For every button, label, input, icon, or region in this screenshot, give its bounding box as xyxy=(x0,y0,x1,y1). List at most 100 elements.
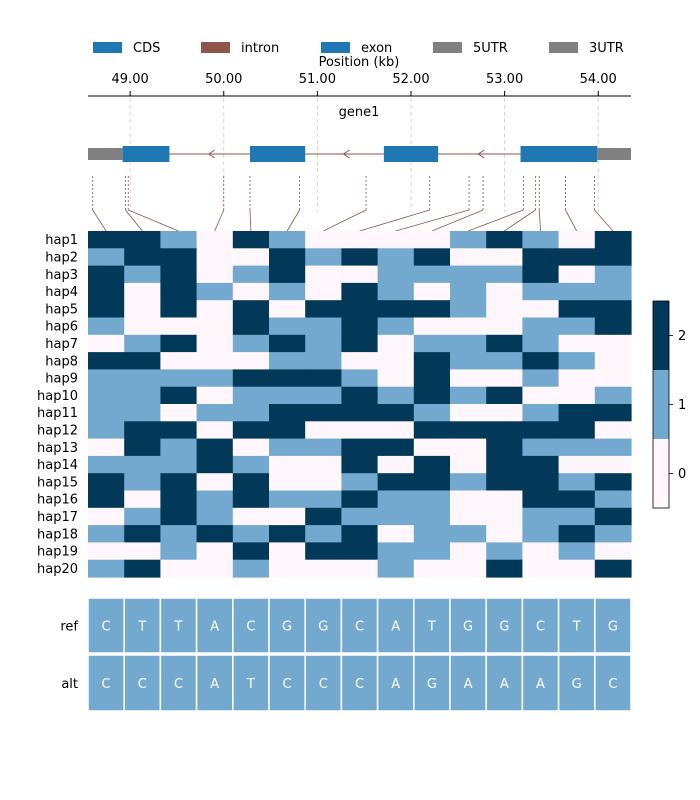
genotype-cell-8-13 xyxy=(558,369,596,388)
utr-block-8 xyxy=(597,148,631,160)
genotype-cell-10-8 xyxy=(377,404,415,422)
genotype-cell-18-1 xyxy=(124,542,161,561)
genotype-cell-15-13 xyxy=(558,490,596,509)
genotype-cell-19-13 xyxy=(558,559,596,578)
genotype-cell-12-1 xyxy=(124,438,161,457)
genotype-cell-13-7 xyxy=(341,455,379,474)
genotype-cell-1-0 xyxy=(88,248,125,267)
legend-swatch-1 xyxy=(201,42,230,53)
genotype-cell-1-11 xyxy=(486,248,523,267)
genotype-cell-16-11 xyxy=(486,507,523,526)
genotype-cell-12-2 xyxy=(160,438,198,457)
genotype-cell-1-4 xyxy=(232,248,270,267)
allele-base-ref-7: C xyxy=(355,620,364,635)
genotype-cell-19-0 xyxy=(88,559,125,578)
genotype-cell-2-5 xyxy=(269,265,306,284)
allele-base-alt-2: C xyxy=(174,677,183,692)
genotype-cell-14-10 xyxy=(450,473,487,492)
variant-link-8 xyxy=(395,209,470,232)
genotype-cell-18-13 xyxy=(558,542,596,561)
allele-base-alt-1: C xyxy=(138,677,147,692)
genotype-cell-8-1 xyxy=(124,369,161,388)
genotype-cell-5-1 xyxy=(124,317,161,336)
genotype-cell-14-4 xyxy=(232,473,270,492)
genotype-cell-18-8 xyxy=(377,542,415,561)
axis-tick-label-2: 51.00 xyxy=(299,72,336,87)
variant-link-1 xyxy=(125,209,143,232)
genotype-cell-5-3 xyxy=(196,317,234,336)
axis-tick-label-1: 50.00 xyxy=(205,72,242,87)
genotype-cell-2-3 xyxy=(196,265,234,284)
strand-arrow-2 xyxy=(207,149,215,159)
genotype-cell-9-5 xyxy=(269,386,306,405)
genotype-cell-10-11 xyxy=(486,404,523,422)
genotype-cell-15-3 xyxy=(196,490,234,509)
allele-cell-alt-4 xyxy=(232,654,270,712)
genotype-cell-8-2 xyxy=(160,369,198,388)
variant-link-3 xyxy=(214,209,225,232)
genotype-cell-9-6 xyxy=(305,386,342,405)
genotype-cell-5-11 xyxy=(486,317,523,336)
genotype-cell-13-4 xyxy=(232,455,270,474)
allele-base-alt-0: C xyxy=(102,677,111,692)
variant-link-0 xyxy=(92,209,107,232)
genotype-cell-7-13 xyxy=(558,352,596,370)
genotype-cell-17-0 xyxy=(88,525,125,543)
genotype-cell-0-2 xyxy=(160,231,198,249)
colorbar-segment-1 xyxy=(653,370,669,439)
genotype-cell-0-5 xyxy=(269,231,306,249)
genotype-cell-15-11 xyxy=(486,490,523,509)
genotype-cell-9-9 xyxy=(413,386,451,405)
genotype-cell-2-0 xyxy=(88,265,125,284)
legend-swatch-4 xyxy=(549,42,578,53)
genotype-cell-10-2 xyxy=(160,404,198,422)
allele-base-ref-3: A xyxy=(210,620,219,635)
genotype-cell-6-8 xyxy=(377,334,415,353)
genotype-cell-6-12 xyxy=(522,334,560,353)
allele-base-alt-14: C xyxy=(608,677,617,692)
genotype-cell-16-12 xyxy=(522,507,560,526)
genotype-cell-15-6 xyxy=(305,490,342,509)
genotype-cell-15-4 xyxy=(232,490,270,509)
genotype-cell-8-7 xyxy=(341,369,379,388)
genotype-cell-5-0 xyxy=(88,317,125,336)
genotype-cell-11-7 xyxy=(341,421,379,440)
genotype-cell-5-13 xyxy=(558,317,596,336)
genotype-cell-5-14 xyxy=(594,317,632,336)
haplotype-label-11: hap12 xyxy=(37,423,78,438)
genotype-cell-3-2 xyxy=(160,282,198,301)
genotype-cell-14-11 xyxy=(486,473,523,492)
genotype-cell-1-2 xyxy=(160,248,198,267)
colorbar-segment-2 xyxy=(653,301,669,370)
genotype-cell-6-7 xyxy=(341,334,379,353)
genotype-cell-0-14 xyxy=(594,231,632,249)
genotype-cell-18-0 xyxy=(88,542,125,561)
genotype-cell-2-13 xyxy=(558,265,596,284)
variant-link-9 xyxy=(431,209,484,232)
legend-label-1: intron xyxy=(241,41,279,56)
haplotype-label-3: hap4 xyxy=(45,285,78,300)
allele-base-ref-1: T xyxy=(137,620,146,635)
genotype-cell-13-1 xyxy=(124,455,161,474)
genotype-cell-9-10 xyxy=(450,386,487,405)
allele-cell-ref-8 xyxy=(376,597,415,654)
genotype-cell-8-5 xyxy=(269,369,306,388)
genotype-cell-3-7 xyxy=(341,282,379,301)
genotype-cell-17-3 xyxy=(196,525,234,543)
haplotype-labels: hap1 hap2 hap3 hap4 hap5 hap6 hap7 hap8 hap9 hap1… xyxy=(37,233,78,577)
genotype-cell-4-3 xyxy=(196,300,234,319)
genotype-cell-10-14 xyxy=(594,404,632,422)
genotype-cell-18-10 xyxy=(450,542,487,561)
genotype-cell-6-9 xyxy=(413,334,451,353)
genotype-cell-17-10 xyxy=(450,525,487,543)
genotype-cell-5-9 xyxy=(413,317,451,336)
genotype-cell-7-1 xyxy=(124,352,161,370)
cds-block-1 xyxy=(122,146,170,162)
genotype-cell-17-6 xyxy=(305,525,342,543)
genotype-cell-17-4 xyxy=(232,525,270,543)
allele-base-ref-6: G xyxy=(318,620,328,635)
genotype-cell-2-10 xyxy=(450,265,487,284)
genotype-cell-2-9 xyxy=(413,265,451,284)
genotype-cell-10-13 xyxy=(558,404,596,422)
